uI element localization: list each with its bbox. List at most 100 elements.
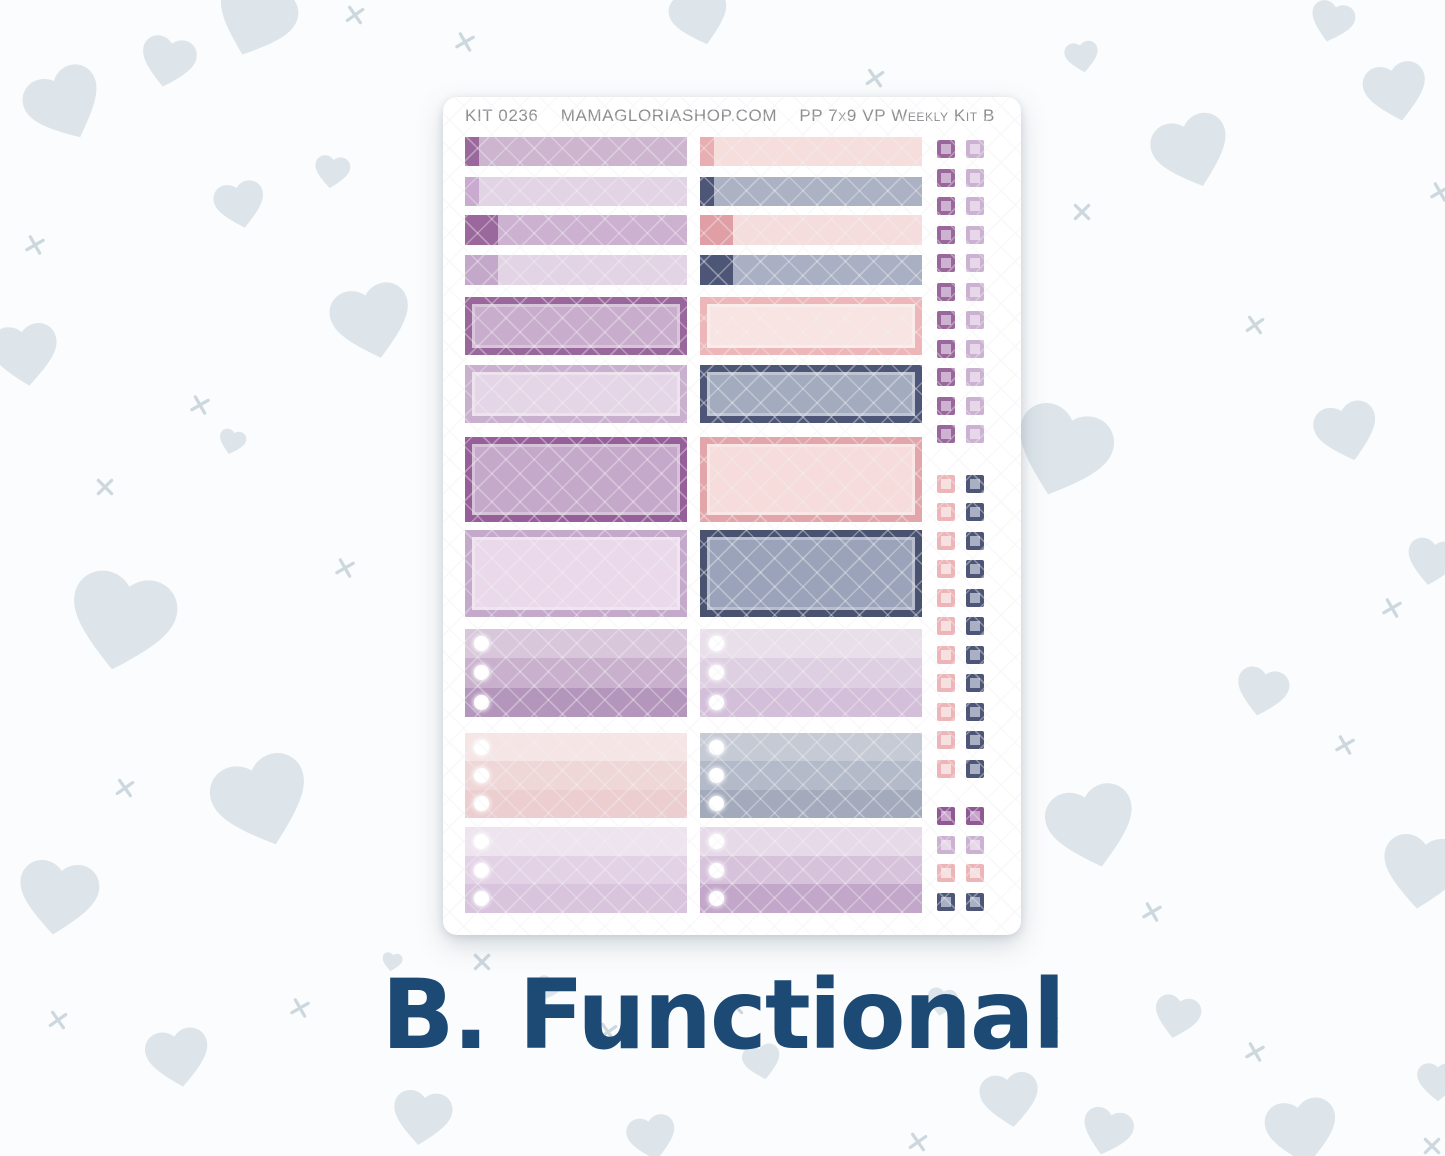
square-sticker [966,703,984,721]
bar-accent [465,255,498,285]
sheet-header: KIT 0236 MAMAGLORIASHOP.COM PP 7x9 VP We… [465,106,995,126]
bar-accent [465,177,479,206]
bar-sticker [465,215,687,245]
cross-icon [1423,1137,1441,1155]
checklist-row [700,827,922,856]
heart-icon [389,1087,455,1149]
heart-icon [60,565,183,681]
bar-accent [700,177,714,206]
square-sticker [937,340,955,358]
box-sticker [465,437,687,522]
bar-accent [465,215,498,245]
checklist-sticker [700,827,922,914]
checklist-row [700,761,922,790]
square-sticker [966,368,984,386]
checkbox-circle [474,665,489,681]
cross-icon [1245,315,1265,335]
cross-icon [865,68,885,88]
square-sticker [937,646,955,664]
checkbox-circle [709,636,724,652]
square-sticker [937,836,955,854]
checklist-sticker [465,629,687,717]
cross-icon [345,5,365,25]
kit-name: PP 7x9 VP Weekly Kit B [799,106,995,125]
checklist-row [465,658,687,688]
square-sticker [966,836,984,854]
square-sticker [937,368,955,386]
square-sticker [937,760,955,778]
checkbox-circle [474,833,489,849]
bar-sticker [700,255,922,285]
checklist-row [700,629,922,659]
caption: B. Functional [381,959,1065,1071]
square-sticker [966,589,984,607]
square-sticker [966,140,984,158]
checklist-sticker [465,733,687,818]
checklist-row [700,855,922,885]
cross-icon [1382,598,1402,618]
heart-icon [1261,1094,1343,1156]
checklist-row [465,733,687,762]
square-sticker [937,503,955,521]
square-sticker [966,254,984,272]
heart-icon [1309,396,1385,469]
square-sticker [966,226,984,244]
box-sticker [700,297,922,355]
checkbox-circle [709,665,724,681]
square-sticker [966,617,984,635]
bar-sticker [700,215,922,245]
square-sticker [937,617,955,635]
heart-icon [623,1111,681,1156]
cross-icon [1335,735,1355,755]
cross-icon [908,1132,928,1152]
checklist-row [465,884,687,914]
square-sticker [966,397,984,415]
checklist-row [465,827,687,856]
checklist-sticker [700,733,922,818]
heart-icon [1403,535,1445,590]
checklist-row [700,884,922,914]
checklist-row [700,687,922,717]
checkbox-circle [709,694,724,710]
heart-icon [1144,107,1240,198]
square-sticker [966,807,984,825]
checklist-row [465,855,687,885]
cross-icon [115,778,135,798]
square-sticker [966,425,984,443]
checkbox-circle [709,891,724,907]
square-sticker [937,397,955,415]
square-sticker [937,731,955,749]
square-sticker [966,864,984,882]
heart-icon [1062,39,1102,76]
box-sticker [700,437,922,522]
square-sticker [937,140,955,158]
checkbox-circle [709,739,724,755]
checklist-sticker [465,827,687,914]
checkbox-circle [474,796,489,812]
square-sticker [937,197,955,215]
heart-icon [1377,831,1445,914]
bar-sticker [700,177,922,206]
square-sticker [966,340,984,358]
square-sticker [966,560,984,578]
checkbox-circle [709,862,724,878]
square-sticker [966,760,984,778]
heart-icon [0,320,63,391]
heart-icon [210,177,270,233]
checklist-row [465,687,687,717]
box-sticker [700,530,922,617]
square-sticker [937,283,955,301]
cross-icon [335,558,355,578]
square-sticker [937,807,955,825]
square-sticker [966,475,984,493]
cross-icon [96,478,114,496]
checkbox-circle [709,767,724,783]
checklist-row [465,761,687,790]
square-sticker [937,893,955,911]
heart-icon [312,153,352,191]
square-sticker [937,532,955,550]
heart-icon [15,57,115,154]
box-sticker [465,365,687,423]
heart-icon [215,426,248,458]
bar-sticker [700,137,922,166]
